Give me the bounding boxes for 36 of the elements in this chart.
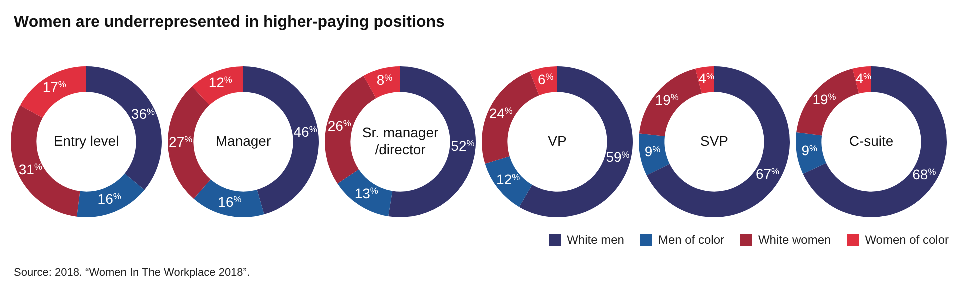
data-label: 67% (756, 166, 780, 182)
data-label: 19% (812, 91, 836, 108)
data-label: 16% (98, 191, 122, 208)
legend-label: Men of color (658, 233, 724, 247)
data-label: 16% (218, 194, 242, 210)
data-label: 36% (131, 106, 155, 122)
chart-title: Women are underrepresented in higher-paying positions (14, 14, 445, 32)
data-label: 13% (354, 186, 378, 202)
data-label: 17% (42, 78, 66, 95)
data-label: 12% (496, 172, 520, 188)
legend-label: White men (567, 233, 624, 247)
slice-label: Sr. manager /director (362, 124, 439, 158)
data-label: 8% (376, 72, 393, 88)
slice-label: Manager (216, 132, 272, 149)
data-label: 6% (538, 71, 554, 88)
data-label: 12% (208, 74, 232, 91)
slice-label: C-suite (849, 132, 894, 149)
data-label: 27% (169, 134, 193, 150)
slice-label: SVP (700, 132, 729, 149)
legend-label: White women (758, 233, 832, 247)
slice-label: VP (548, 132, 567, 149)
data-label: 4% (698, 70, 714, 87)
data-label: 52% (451, 138, 475, 154)
data-label: 19% (655, 92, 679, 108)
data-label: 46% (294, 124, 318, 140)
legend-label: Women of color (865, 233, 949, 247)
source-note: Source: 2018. “Women In The Workplace 2018”. (14, 267, 250, 279)
data-label: 24% (489, 106, 513, 122)
data-label: 68% (912, 166, 936, 182)
data-label: 9% (802, 142, 818, 159)
data-label: 26% (328, 118, 352, 134)
data-label: 31% (18, 161, 42, 178)
data-label: 9% (644, 144, 661, 160)
data-label: 4% (856, 70, 872, 87)
data-label: 59% (606, 149, 630, 166)
slice-label: Entry level (54, 132, 120, 149)
